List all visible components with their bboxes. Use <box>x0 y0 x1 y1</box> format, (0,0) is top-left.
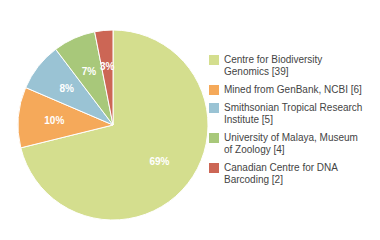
html-text:Canadian Centre for DNA Barcod: Canadian Centre for DNA Barcoding [2] <box>224 162 338 185</box>
html-text:Smithsonian Tropical Research: Smithsonian Tropical Research Institute … <box>224 102 363 125</box>
svg-text:7%: 7% <box>82 66 97 77</box>
html-text:University of Malaya, Museum o: University of Malaya, Museum of Zoology … <box>224 132 358 155</box>
svg-text:69%: 69% <box>149 156 169 167</box>
html-text:Mined from GenBank, NCBI [6]: Mined from GenBank, NCBI [6] <box>224 84 362 95</box>
svg-text:3%: 3% <box>100 61 115 72</box>
svg-text:10%: 10% <box>44 115 64 126</box>
svg-text:8%: 8% <box>59 83 74 94</box>
html-text:Centre for Biodiversity Genomi: Centre for Biodiversity Genomics [39] <box>224 54 323 77</box>
